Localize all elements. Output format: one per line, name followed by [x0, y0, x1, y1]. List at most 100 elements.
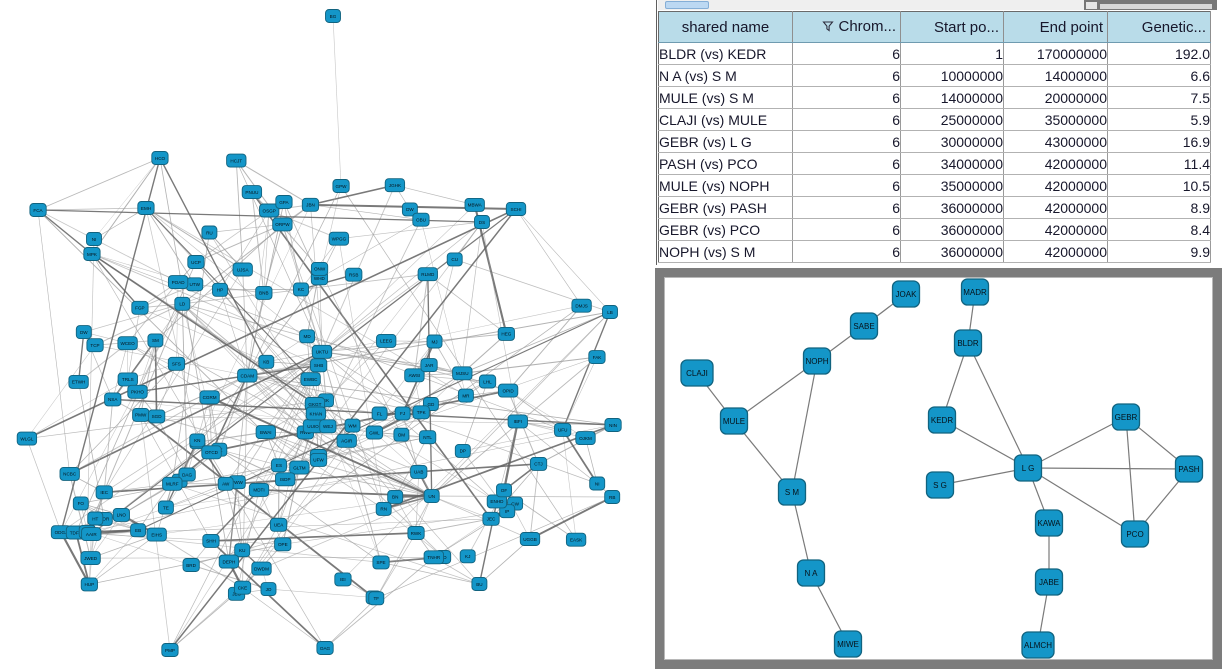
table-row[interactable]: GEBR (vs) PCO 6 36000000 42000000 8.4: [658, 218, 1211, 241]
overview-network-node[interactable]: OBU: [412, 212, 430, 227]
overview-network-node[interactable]: AW: [217, 476, 234, 491]
subnetwork-node-miwe[interactable]: MIWE: [833, 630, 863, 658]
overview-network-node[interactable]: UFW: [309, 452, 328, 467]
overview-network-node[interactable]: FO: [72, 496, 89, 511]
overview-network-node[interactable]: KB: [258, 354, 275, 369]
subnetwork-node-sabe[interactable]: SABE: [849, 312, 879, 340]
table-row[interactable]: BLDR (vs) KEDR 6 1 170000000 192.0: [658, 42, 1211, 65]
overview-network-node[interactable]: DEPH: [218, 554, 240, 569]
overview-network-node[interactable]: MPK: [83, 247, 101, 261]
column-header-start-po[interactable]: Start po...: [900, 11, 1004, 43]
overview-network-node[interactable]: LHL: [478, 374, 497, 389]
overview-network-node[interactable]: TE: [157, 500, 174, 515]
overview-network-node[interactable]: FCA: [29, 203, 47, 217]
overview-network-node[interactable]: SFS: [167, 356, 186, 371]
subnetwork-node-jabe[interactable]: JABE: [1034, 568, 1064, 596]
overview-network-node[interactable]: KC: [293, 282, 309, 297]
overview-network-node[interactable]: UAB: [410, 464, 428, 479]
overview-network-node[interactable]: EASK: [565, 532, 587, 547]
overview-network-node[interactable]: PNUU: [241, 185, 263, 200]
overview-network-node[interactable]: DW: [75, 325, 92, 340]
overview-network-node[interactable]: OPID: [497, 383, 519, 398]
overview-network-node[interactable]: ORPW: [272, 217, 293, 232]
overview-network-node[interactable]: LNO: [112, 507, 130, 522]
overview-network-node[interactable]: ES: [271, 458, 287, 473]
overview-network-node[interactable]: OPE: [274, 537, 292, 552]
overview-network-node[interactable]: MLRF: [162, 476, 183, 491]
overview-network-node[interactable]: TCP: [86, 338, 104, 353]
overview-network-node[interactable]: UJSA: [232, 262, 253, 277]
table-row[interactable]: NOPH (vs) S M 6 36000000 42000000 9.9: [658, 240, 1211, 263]
overview-network-node[interactable]: JEC: [482, 511, 500, 526]
column-header-end-point[interactable]: End point: [1003, 11, 1108, 43]
subnetwork-node-almch[interactable]: ALMCH: [1021, 631, 1055, 659]
overview-network-node[interactable]: JAR: [420, 358, 438, 373]
overview-network-node[interactable]: BRD: [182, 558, 200, 572]
overview-network-node[interactable]: OTCD: [201, 445, 222, 460]
table-row[interactable]: PASH (vs) PCO 6 34000000 42000000 11.4: [658, 152, 1211, 175]
overview-network-node[interactable]: RWK: [407, 526, 425, 540]
scrollbar-button[interactable]: [1086, 2, 1097, 9]
subnetwork-node-kedr[interactable]: KEDR: [927, 406, 957, 434]
horizontal-scrollbar-thumb[interactable]: [665, 1, 709, 9]
overview-network-node[interactable]: BN: [387, 489, 404, 504]
table-row[interactable]: MULE (vs) NOPH 6 35000000 42000000 10.5: [658, 174, 1211, 197]
subnetwork-node-mule[interactable]: MULE: [719, 407, 749, 435]
overview-network-node[interactable]: DS: [474, 215, 490, 229]
overview-network-node[interactable]: FL: [371, 406, 388, 421]
overview-network-node[interactable]: MBWA: [464, 197, 485, 212]
overview-network-node[interactable]: ONW: [310, 261, 329, 276]
subnetwork-node-bldr[interactable]: BLDR: [953, 329, 983, 357]
subnetwork-node-lg[interactable]: L G: [1013, 454, 1043, 482]
overview-network-node[interactable]: UCP: [187, 255, 205, 269]
overview-network-node[interactable]: TRLS: [117, 372, 138, 387]
overview-network-node[interactable]: UN: [423, 489, 440, 504]
overview-network-node[interactable]: UGGB: [519, 532, 541, 546]
overview-network-node[interactable]: KU: [234, 543, 251, 558]
overview-network-node[interactable]: DMJS: [571, 298, 592, 313]
overview-network-node[interactable]: ETWH: [68, 374, 89, 389]
overview-network-node[interactable]: RLMD: [417, 267, 438, 282]
overview-network-node[interactable]: PMP: [161, 643, 179, 657]
overview-network-node[interactable]: MDTI: [248, 482, 270, 497]
overview-network-node[interactable]: OJKM: [575, 431, 596, 446]
subnetwork-node-kawa[interactable]: KAWA: [1034, 509, 1064, 537]
overview-network-node[interactable]: MR: [457, 388, 474, 403]
overview-network-node[interactable]: CGRM: [199, 390, 220, 405]
overview-network-node[interactable]: GPA: [275, 195, 293, 209]
column-header-shared-name[interactable]: shared name: [658, 11, 793, 43]
overview-network-node[interactable]: UFU: [554, 422, 572, 437]
overview-network-node[interactable]: JGHK: [384, 178, 406, 193]
overview-network-node[interactable]: BG: [325, 9, 341, 23]
overview-network-node[interactable]: POAD: [167, 275, 189, 290]
overview-network-node[interactable]: OF: [496, 483, 512, 498]
overview-network-node[interactable]: AAIR: [81, 527, 102, 542]
overview-network-node[interactable]: OSGP: [259, 203, 280, 218]
overview-network-node[interactable]: TNHR: [423, 550, 444, 565]
overview-network-node[interactable]: SCHI: [505, 202, 527, 216]
subnetwork-node-claji[interactable]: CLAJI: [680, 359, 714, 387]
overview-network-node[interactable]: WPGG: [328, 231, 350, 246]
subnetwork-node-pash[interactable]: PASH: [1174, 455, 1204, 483]
overview-network-node[interactable]: CKE: [233, 580, 252, 595]
overview-network-node[interactable]: HP: [212, 282, 228, 297]
horizontal-scrollbar[interactable]: [658, 0, 1217, 10]
overview-network-node[interactable]: KHAN: [305, 406, 327, 421]
overview-network-canvas[interactable]: BG GPW HCO FCA EMH SCHI DS LB MPK UCP PMP OAG NIN NSA…: [0, 0, 655, 669]
overview-network-node[interactable]: TPK: [412, 405, 430, 420]
overview-network-node[interactable]: EWBC: [300, 372, 321, 387]
table-row[interactable]: N A (vs) S M 6 10000000 14000000 6.6: [658, 64, 1211, 87]
overview-network-node[interactable]: KN: [189, 433, 206, 448]
overview-network-node[interactable]: HT: [87, 511, 104, 526]
overview-network-node[interactable]: BWAI: [255, 425, 276, 440]
overview-network-node[interactable]: DAG: [178, 467, 196, 482]
overview-network-node[interactable]: GLTM: [289, 460, 310, 475]
overview-network-node[interactable]: OM: [393, 427, 410, 442]
overview-network-node[interactable]: KJ: [459, 549, 476, 564]
subnetwork-node-sg[interactable]: S G: [925, 471, 955, 499]
overview-network-node[interactable]: LEEG: [376, 333, 397, 348]
column-header-genetic[interactable]: Genetic...: [1107, 11, 1211, 43]
overview-network-node[interactable]: MJSU: [452, 366, 473, 381]
overview-network-node[interactable]: UEA: [269, 517, 288, 532]
overview-network-node[interactable]: NCBC: [59, 466, 80, 481]
